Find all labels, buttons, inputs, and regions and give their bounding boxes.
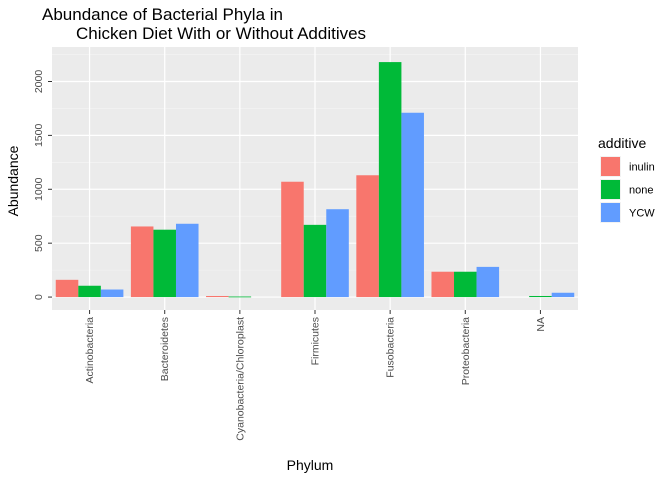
- bar-ycw-proteobacteria: [476, 266, 500, 298]
- x-axis-ticks: Actinobacteria Bacteroidetes Cyanobacteria…: [84, 310, 547, 441]
- y-tick-label: 1000: [33, 177, 45, 201]
- bar-inulin-cyanobacteria-chloroplast: [206, 295, 229, 298]
- chart-title-line-2: Chicken Diet With or Without Additives: [76, 24, 366, 43]
- legend-title: additive: [598, 135, 646, 151]
- y-axis-ticks: 0 500 1000 1500 2000: [33, 70, 52, 300]
- y-tick-label: 500: [33, 234, 45, 252]
- bar-inulin-firmicutes: [281, 181, 304, 298]
- bar-none-cyanobacteria-chloroplast: [228, 296, 252, 298]
- chart-title-line-1: Abundance of Bacterial Phyla in: [42, 5, 283, 24]
- x-tick-label: Bacteroidetes: [159, 317, 171, 381]
- x-tick-label: Proteobacteria: [460, 317, 472, 385]
- legend-swatch-inulin: [601, 157, 620, 176]
- y-axis-title: Abundance: [5, 145, 21, 216]
- legend: additive inulin none YCW: [598, 135, 655, 223]
- bar-ycw-actinobacteria: [100, 289, 124, 298]
- x-tick-label: Firmicutes: [310, 317, 322, 365]
- x-tick-label: Cyanobacteria/Chloroplast: [234, 317, 246, 441]
- bar-inulin-proteobacteria: [431, 271, 455, 298]
- bar-none-firmicutes: [303, 224, 327, 298]
- x-tick-label: Fusobacteria: [385, 317, 397, 378]
- bar-ycw-bacteroidetes: [175, 223, 199, 298]
- legend-label-inulin: inulin: [629, 162, 655, 174]
- y-tick-label: 0: [33, 294, 45, 300]
- bar-none-bacteroidetes: [153, 229, 176, 298]
- y-tick-label: 2000: [33, 70, 45, 94]
- bar-inulin-actinobacteria: [55, 279, 79, 298]
- legend-label-none: none: [629, 185, 653, 197]
- bar-ycw-na: [551, 292, 575, 298]
- bar-none-actinobacteria: [78, 285, 101, 298]
- y-tick-label: 1500: [33, 124, 45, 148]
- bar-inulin-fusobacteria: [356, 175, 379, 298]
- legend-label-ycw: YCW: [629, 208, 655, 220]
- bars: [55, 62, 575, 298]
- bar-inulin-bacteroidetes: [130, 226, 154, 298]
- x-tick-label: Actinobacteria: [84, 317, 96, 384]
- legend-swatch-ycw: [601, 203, 620, 222]
- bar-ycw-firmicutes: [326, 209, 349, 298]
- x-tick-label: NA: [535, 317, 547, 332]
- bar-none-fusobacteria: [378, 62, 402, 298]
- bar-none-proteobacteria: [454, 271, 477, 298]
- legend-swatch-none: [601, 180, 620, 199]
- bar-none-na: [529, 295, 552, 298]
- bar-ycw-fusobacteria: [401, 112, 424, 298]
- x-axis-title: Phylum: [287, 457, 334, 473]
